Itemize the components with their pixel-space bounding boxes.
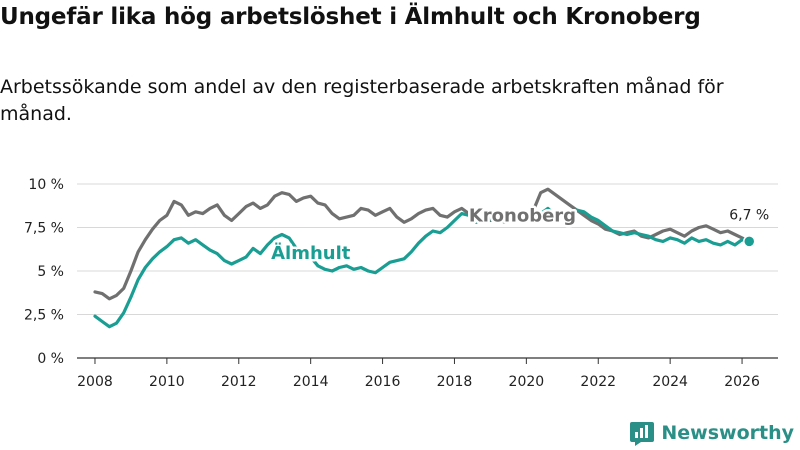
end-point-marker [742, 235, 756, 248]
series-group [93, 187, 751, 329]
y-tick-label: 2,5 % [24, 308, 64, 324]
x-tick-label: 2012 [221, 374, 257, 390]
y-tick-label: 0 % [37, 351, 64, 367]
bar-chart-logo-icon [630, 422, 655, 446]
x-tick-label: 2022 [580, 374, 616, 390]
series-label-almhult: Älmhult [271, 242, 351, 264]
x-tick-label: 2010 [149, 374, 185, 390]
brand-logo: Newsworthy [629, 420, 794, 446]
final-value-label: 6,7 % [729, 207, 769, 223]
x-axis: 2008 2010 2012 2014 2016 2018 2020 2022 2024 2026 [77, 358, 760, 390]
x-tick-label: 2008 [77, 374, 113, 390]
y-tick-label: 10 % [28, 177, 64, 193]
chart-subtitle: Arbetssökande som andel av den registerb… [0, 76, 724, 125]
x-tick-label: 2014 [293, 374, 329, 390]
y-tick-label: 5 % [37, 264, 64, 280]
series-labels: Kronoberg Älmhult 6,7 % [269, 203, 770, 266]
chart-title: Ungefär lika hög arbetslöshet i Älmhult … [0, 4, 701, 30]
series-line-almhult [93, 206, 751, 329]
x-tick-label: 2018 [437, 374, 473, 390]
grid-lines [77, 183, 778, 359]
y-axis: 0 % 2,5 % 5 % 7,5 % 10 % [24, 177, 64, 367]
brand-name: Newsworthy [661, 422, 794, 444]
x-tick-label: 2020 [509, 374, 545, 390]
x-tick-label: 2016 [365, 374, 401, 390]
y-tick-label: 7,5 % [24, 221, 64, 237]
x-tick-label: 2024 [652, 374, 688, 390]
series-label-kronoberg: Kronoberg [469, 205, 576, 226]
series-line-kronoberg [93, 187, 751, 301]
x-tick-label: 2026 [724, 374, 760, 390]
